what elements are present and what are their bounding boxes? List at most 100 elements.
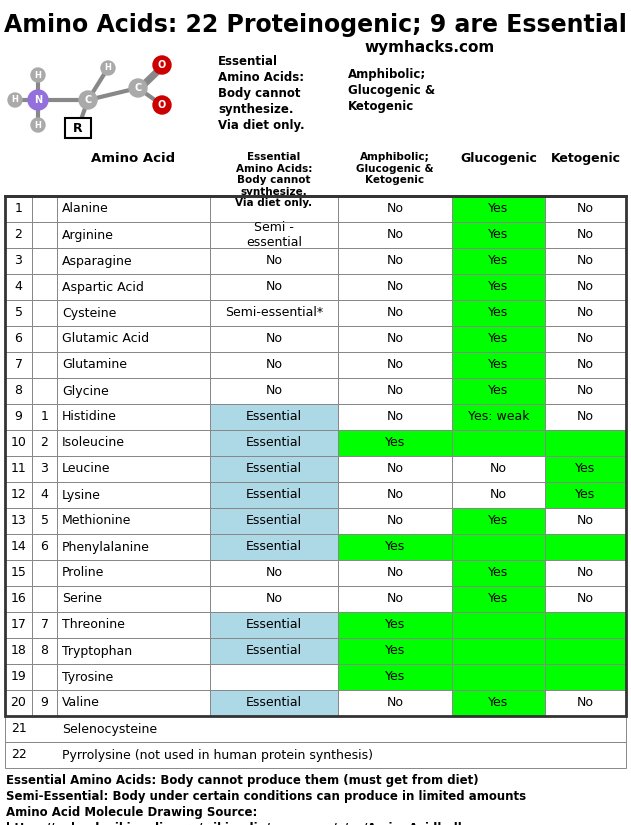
Text: Essential: Essential (246, 411, 302, 423)
Bar (57, 664, 210, 690)
Bar (545, 586, 626, 612)
Text: 13: 13 (11, 515, 27, 527)
Bar (32, 482, 57, 508)
Text: https://upload.wikimedia.org/wikipedia/commons/c/ce/AminoAcidball.svg: https://upload.wikimedia.org/wikipedia/c… (6, 822, 490, 825)
Bar (32, 248, 57, 274)
Bar (545, 534, 626, 560)
Bar (210, 508, 338, 534)
Bar (452, 274, 545, 300)
Bar (32, 716, 57, 742)
Text: 15: 15 (11, 567, 27, 579)
Text: Essential
Amino Acids:
Body cannot
synthesize.
Via diet only.: Essential Amino Acids: Body cannot synth… (218, 55, 305, 132)
Text: Essential: Essential (246, 696, 302, 710)
Bar (210, 664, 338, 690)
Bar (545, 378, 626, 404)
Bar (452, 612, 545, 638)
Bar (5, 638, 32, 664)
Text: Yes: Yes (385, 644, 405, 658)
Bar (5, 300, 32, 326)
Bar (452, 196, 545, 222)
Bar (338, 586, 452, 612)
Bar (338, 274, 452, 300)
Bar (338, 560, 452, 586)
Bar (5, 638, 32, 664)
Text: Yes: Yes (488, 307, 509, 319)
Text: Tyrosine: Tyrosine (62, 671, 113, 683)
Bar (545, 664, 626, 690)
Bar (210, 742, 338, 768)
Text: No: No (387, 254, 403, 267)
Bar (452, 352, 545, 378)
Bar (32, 508, 57, 534)
Bar (57, 404, 210, 430)
Text: H: H (35, 70, 42, 79)
Text: 22: 22 (11, 748, 27, 761)
Bar (210, 378, 338, 404)
Bar (338, 196, 452, 222)
Bar (57, 430, 210, 456)
Circle shape (153, 96, 171, 114)
Bar (452, 560, 545, 586)
Bar (545, 586, 626, 612)
Bar (338, 430, 452, 456)
Text: 14: 14 (11, 540, 27, 554)
Bar (57, 664, 210, 690)
Bar (32, 534, 57, 560)
Bar (545, 508, 626, 534)
Text: Yes: Yes (488, 254, 509, 267)
Text: Yes: Yes (385, 619, 405, 631)
Text: Isoleucine: Isoleucine (62, 436, 125, 450)
Bar (338, 638, 452, 664)
Bar (5, 430, 32, 456)
Text: 4: 4 (40, 488, 49, 502)
Bar (5, 196, 32, 222)
Bar (32, 196, 57, 222)
Bar (32, 196, 57, 222)
Bar (338, 690, 452, 716)
Bar (338, 222, 452, 248)
Bar (210, 456, 338, 482)
Bar (5, 690, 32, 716)
Bar (545, 742, 626, 768)
Text: No: No (266, 384, 283, 398)
Bar (452, 248, 545, 274)
Text: No: No (266, 592, 283, 606)
Bar (545, 664, 626, 690)
Text: 8: 8 (40, 644, 49, 658)
Text: Essential: Essential (246, 515, 302, 527)
Text: Asparagine: Asparagine (62, 254, 133, 267)
Bar (545, 222, 626, 248)
Bar (210, 326, 338, 352)
Bar (57, 248, 210, 274)
Bar (545, 274, 626, 300)
Bar (5, 560, 32, 586)
Bar (452, 664, 545, 690)
Bar (545, 300, 626, 326)
Bar (210, 612, 338, 638)
Bar (338, 404, 452, 430)
Bar (338, 664, 452, 690)
Bar (57, 508, 210, 534)
Bar (32, 404, 57, 430)
Bar (338, 326, 452, 352)
Bar (57, 716, 210, 742)
Bar (32, 482, 57, 508)
Text: Yes: Yes (488, 229, 509, 242)
Text: No: No (387, 488, 403, 502)
Text: Valine: Valine (62, 696, 100, 710)
Bar (545, 248, 626, 274)
Bar (5, 222, 32, 248)
Bar (452, 404, 545, 430)
Bar (545, 430, 626, 456)
Bar (545, 456, 626, 482)
Bar (32, 326, 57, 352)
Bar (452, 664, 545, 690)
Bar (452, 638, 545, 664)
Text: 2: 2 (40, 436, 49, 450)
Bar (57, 222, 210, 248)
Bar (545, 482, 626, 508)
Text: H: H (35, 120, 42, 130)
Bar (57, 638, 210, 664)
Bar (32, 586, 57, 612)
Bar (57, 742, 210, 768)
